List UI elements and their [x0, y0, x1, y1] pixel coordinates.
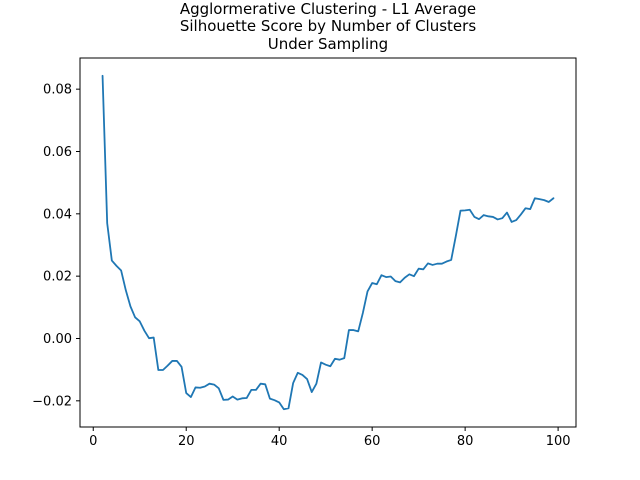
y-tick-label: 0.04 [43, 207, 72, 222]
y-tick-label: −0.02 [32, 394, 72, 409]
x-tick-label: 0 [89, 434, 97, 449]
series-line [101, 74, 555, 411]
x-axis-ticks: 0 20 40 60 80 100 [89, 427, 571, 449]
y-axis-ticks: −0.02 0.00 0.02 0.04 0.06 0.08 [32, 83, 80, 409]
y-tick-label: 0.00 [43, 332, 72, 347]
plot-area-frame [79, 57, 577, 428]
chart-title: Agglormerative Clustering - L1 Average S… [180, 0, 476, 53]
x-tick-label: 20 [178, 434, 195, 449]
title-line-1: Agglormerative Clustering - L1 Average [180, 0, 476, 18]
y-tick-label: 0.08 [43, 83, 72, 98]
x-tick-label: 40 [271, 434, 288, 449]
y-tick-label: 0.02 [43, 270, 72, 285]
x-tick-label: 80 [457, 434, 474, 449]
title-line-3: Under Sampling [268, 35, 388, 53]
series-group [101, 74, 555, 411]
x-tick-label: 60 [364, 434, 381, 449]
y-tick-label: 0.06 [43, 145, 72, 160]
title-line-2: Silhouette Score by Number of Clusters [180, 17, 476, 35]
x-tick-label: 100 [546, 434, 571, 449]
